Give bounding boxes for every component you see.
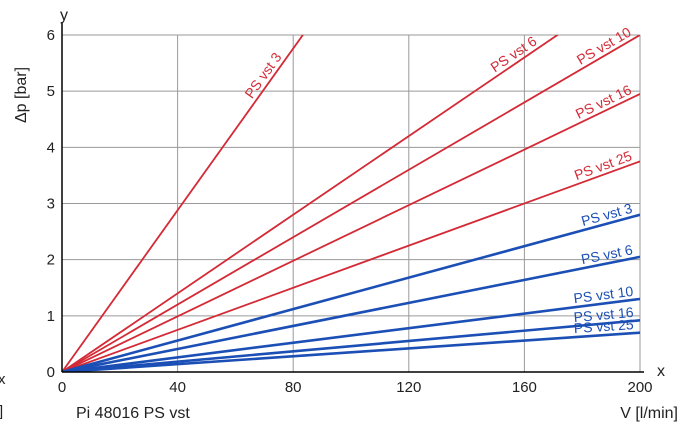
y-axis-title: Δp [bar] [13,67,30,123]
x-tick-label: 120 [396,379,421,396]
tick-labels: 0 40 80 120 160 200 0 1 2 3 4 5 6 [47,27,653,396]
series-lines [62,35,640,372]
x-tick-label: 80 [285,379,302,396]
x-tick-label: 200 [627,379,652,396]
series-line-blue-7 [62,255,640,372]
x-axis-letter: x [657,363,665,380]
series-line-red-4 [62,93,640,372]
series-line-red-3 [62,35,640,372]
y-tick-label: 2 [47,252,55,269]
x-tick-label: 160 [512,379,537,396]
series-label-blue-9: PS vst 16 [573,304,634,325]
x-tick-label: 0 [58,379,66,396]
y-axis-letter: y [60,7,68,24]
x-tick-label: 40 [169,379,186,396]
series-line-blue-10 [62,331,640,372]
series-line-red-1 [62,35,304,372]
series-line-red-2 [62,35,560,372]
y-tick-label: 0 [47,364,55,381]
chart-caption: Pi 48016 PS vst [76,405,190,422]
y-tick-label: 5 [47,83,55,100]
x-axis-title: V [l/min] [620,405,678,422]
series-line-blue-6 [62,213,640,372]
y-tick-label: 4 [47,139,55,156]
series-line-blue-9 [62,319,640,372]
series-label-blue-10: PS vst 25 [573,316,634,336]
y-tick-label: 6 [47,27,55,44]
cut-off-bracket-label: ] [0,403,3,420]
y-tick-label: 3 [47,196,55,213]
series-label-blue-8: PS vst 10 [573,283,635,306]
cut-off-x-label: x [0,371,6,388]
series-line-red-5 [62,160,640,372]
series-line-blue-8 [62,297,640,372]
y-tick-label: 1 [47,308,55,325]
